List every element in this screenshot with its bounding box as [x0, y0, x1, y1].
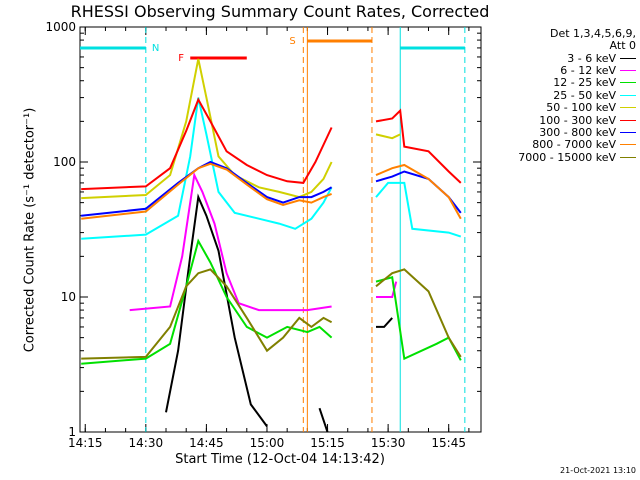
legend-item: 800 - 7000 keV — [486, 138, 636, 152]
legend-label: 6 - 12 keV — [560, 64, 616, 78]
x-tick-label: 14:45 — [189, 436, 224, 450]
x-tick-label: 15:00 — [250, 436, 285, 450]
chart-title: RHESSI Observing Summary Count Rates, Co… — [70, 2, 490, 21]
legend-swatch — [620, 82, 636, 84]
legend-swatch — [620, 107, 636, 109]
legend-label: 100 - 300 keV — [539, 113, 616, 127]
plot-frame — [79, 26, 482, 433]
saa-label: S — [289, 36, 295, 47]
x-tick-label: 15:45 — [431, 436, 466, 450]
series-line-9 — [81, 268, 462, 360]
legend-item: 300 - 800 keV — [486, 126, 636, 140]
legend-item: 7000 - 15000 keV — [486, 150, 636, 164]
legend-swatch — [620, 94, 636, 96]
legend-item: 100 - 300 keV — [486, 113, 636, 127]
timestamp-footer: 21-Oct-2021 13:10 — [560, 466, 636, 475]
legend-label: 300 - 800 keV — [539, 126, 616, 140]
legend-swatch — [620, 57, 636, 59]
legend: Det 1,3,4,5,6,9, Att 0 3 - 6 keV 6 - 12 k… — [486, 28, 636, 164]
series-line-2 — [129, 171, 398, 312]
legend-header-1: Det 1,3,4,5,6,9, — [549, 27, 636, 40]
legend-label: 50 - 100 keV — [546, 101, 616, 115]
x-axis-label: Start Time (12-Oct-04 14:13:42) — [175, 452, 385, 467]
legend-swatch — [620, 156, 636, 158]
legend-item: 12 - 25 keV — [486, 76, 636, 90]
legend-label: 25 - 50 keV — [553, 88, 616, 102]
legend-label: 3 - 6 keV — [567, 51, 616, 65]
legend-swatch — [620, 119, 636, 121]
y-tick-label: 1 — [68, 425, 76, 439]
flare-label: F — [178, 53, 184, 64]
legend-item: 3 - 6 keV — [486, 51, 636, 65]
legend-item: 25 - 50 keV — [486, 88, 636, 102]
legend-label: 7000 - 15000 keV — [518, 150, 616, 164]
x-tick-label: 15:15 — [310, 436, 345, 450]
night-label: N — [152, 43, 159, 54]
y-tick-label: 10 — [61, 290, 76, 304]
legend-swatch — [620, 144, 636, 146]
y-tick-label: 100 — [53, 155, 76, 169]
legend-item: 50 - 100 keV — [486, 101, 636, 115]
series-line-7 — [81, 160, 462, 217]
series-line-6 — [81, 97, 462, 191]
legend-rows: 3 - 6 keV 6 - 12 keV 12 - 25 keV 25 - 50 ke… — [486, 52, 636, 164]
legend-header-2: Att 0 — [609, 39, 636, 52]
series-line-5 — [81, 58, 401, 200]
series-line-3 — [81, 238, 462, 365]
series-line-8 — [81, 162, 462, 220]
legend-label: 12 - 25 keV — [553, 76, 616, 90]
y-tick-label: 1000 — [45, 20, 76, 34]
legend-swatch — [620, 132, 636, 134]
legend-item: 6 - 12 keV — [486, 64, 636, 78]
x-tick-label: 15:30 — [371, 436, 406, 450]
series-line-1 — [165, 193, 393, 433]
x-tick-label: 14:15 — [68, 436, 103, 450]
series-line-4 — [81, 97, 462, 240]
legend-swatch — [620, 70, 636, 72]
legend-label: 800 - 7000 keV — [532, 138, 616, 152]
x-tick-label: 14:30 — [129, 436, 164, 450]
